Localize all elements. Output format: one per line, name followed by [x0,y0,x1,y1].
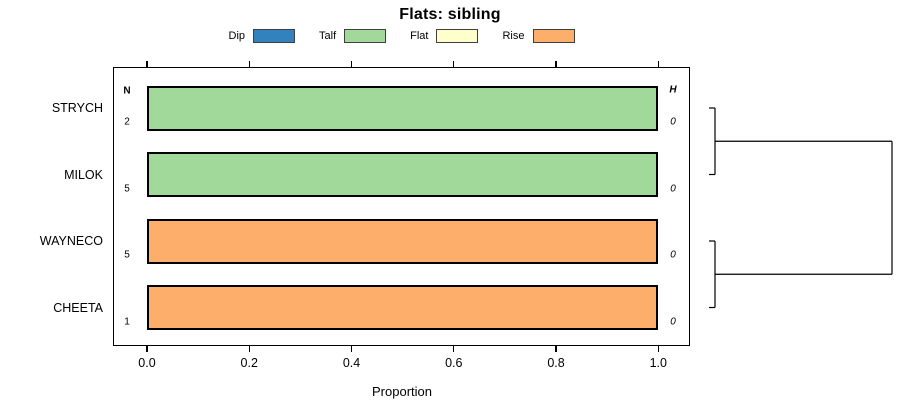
legend-item-dip: Dip [229,29,296,43]
legend-swatch [532,29,575,43]
x-axis-tick-label: 0.0 [138,356,156,370]
x-axis-tick [657,346,659,352]
legend-item-rise: Rise [502,29,575,43]
n-value: 5 [124,183,130,194]
x-axis-tick-top [146,61,148,67]
y-axis-label: STRYCH [51,101,103,115]
x-axis-title: Proportion [372,384,432,399]
legend: Dip Talf Flat Rise [113,27,690,45]
x-axis-tick [248,346,250,352]
h-value: 0 [670,249,676,261]
chart-title: Flats: sibling [399,6,501,23]
legend-item-flat: Flat [410,29,479,43]
x-axis-tick [555,346,557,352]
h-value: 0 [670,183,676,194]
x-axis-tick-top [350,61,353,67]
y-axis-label: CHEETA [53,300,103,315]
y-axis-label: WAYNECO [39,234,103,248]
x-axis-tick [350,346,353,352]
x-axis-tick-label: 0.6 [445,356,463,370]
legend-label: Flat [410,30,429,42]
x-axis-tick-label: 1.0 [649,356,667,370]
n-value: 1 [124,316,130,327]
legend-label: Dip [228,30,246,42]
x-axis-tick-top [555,61,557,67]
x-axis-tick-top [248,61,250,67]
h-value: 0 [670,116,676,128]
bar [147,218,659,264]
bar [147,85,659,131]
n-value: 5 [124,249,130,261]
legend-swatch [436,29,479,43]
n-column-header: N [123,85,131,97]
legend-item-talf: Talf [319,29,387,43]
y-axis-label: MILOK [64,167,103,182]
x-axis-tick-top [657,61,659,67]
legend-swatch [253,29,296,43]
bar [147,152,659,197]
x-axis-tick-label: 0.4 [342,356,361,370]
x-axis-tick-label: 0.8 [547,356,565,370]
legend-label: Rise [502,30,525,42]
bar [147,285,659,330]
x-axis-tick [146,346,148,352]
x-axis-tick-top [453,61,455,67]
h-value: 0 [670,316,676,327]
h-column-header: H [669,84,677,96]
x-axis-tick [453,346,455,352]
n-value: 2 [124,116,130,128]
x-axis-tick-label: 0.2 [240,356,258,370]
legend-swatch [344,29,387,43]
legend-label: Talf [319,30,337,42]
